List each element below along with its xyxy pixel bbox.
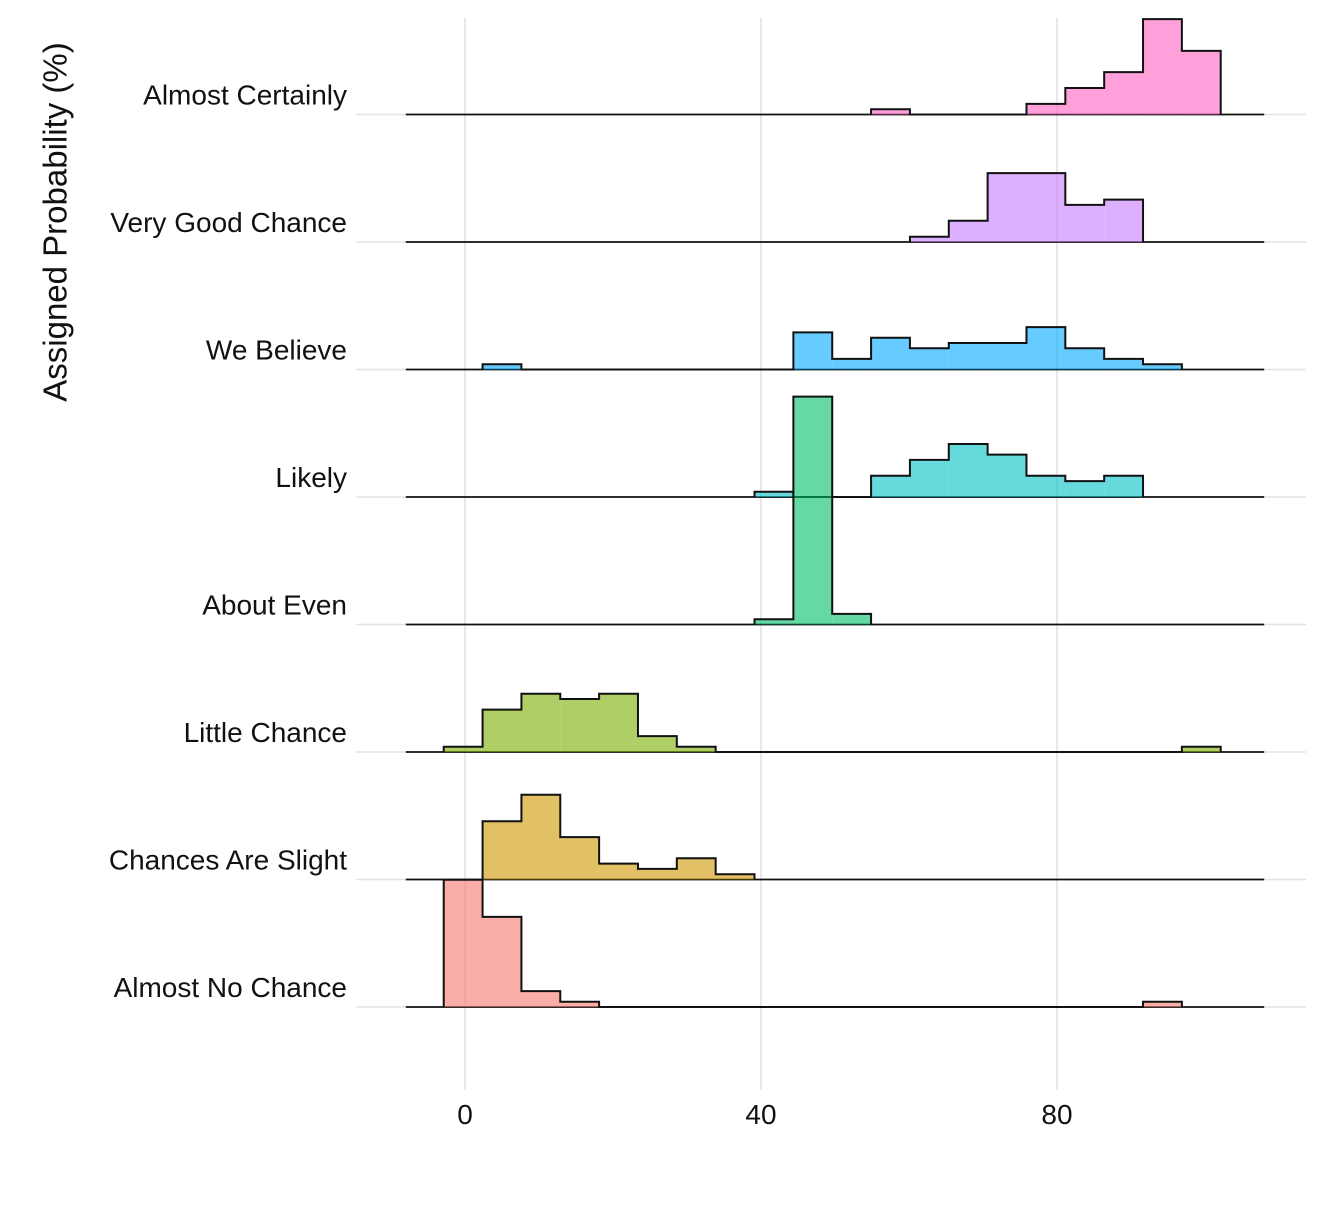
histogram-bar <box>909 348 949 370</box>
y-tick-label: Chances Are Slight <box>109 845 347 876</box>
histogram-bar <box>987 343 1027 370</box>
histogram-bar <box>1026 103 1066 115</box>
ridge-outline <box>753 395 873 625</box>
histogram-bar <box>1104 475 1144 497</box>
ridge-chances-are-slight <box>405 793 1265 881</box>
y-tick-label: We Believe <box>206 335 347 366</box>
histogram-bar <box>599 863 638 880</box>
y-tick-label: Almost No Chance <box>114 972 347 1003</box>
histogram-bar <box>871 109 910 115</box>
histogram-bar <box>637 868 677 880</box>
histogram-bar <box>1065 348 1105 370</box>
histogram-bar <box>560 1001 600 1007</box>
y-tick-label: Very Good Chance <box>110 207 347 238</box>
histogram-bar <box>1026 475 1066 497</box>
histogram-bar <box>987 173 1027 242</box>
histogram-bar <box>482 364 522 370</box>
histogram-bar <box>832 613 872 625</box>
ridge-outline <box>442 692 1222 753</box>
histogram-bar <box>1065 204 1105 242</box>
ridge-we-believe <box>405 326 1265 371</box>
ridge-outline <box>442 878 1183 1008</box>
histogram-bar <box>948 220 988 242</box>
histogram-bar <box>521 991 561 1007</box>
histogram-bar <box>1065 88 1105 115</box>
y-tick-label: Little Chance <box>184 717 347 748</box>
histogram-bar <box>443 879 483 1007</box>
histogram-bar <box>948 343 988 370</box>
histogram-bar <box>482 821 522 880</box>
ridge-little-chance <box>405 692 1265 753</box>
histogram-bar <box>1104 72 1144 115</box>
histogram-bar <box>871 475 910 497</box>
y-tick-label: About Even <box>202 590 347 621</box>
histogram-bar <box>637 736 677 752</box>
histogram-bar <box>482 916 522 1007</box>
histogram-bar <box>1104 358 1144 370</box>
ridgelines <box>405 18 1265 1008</box>
histogram-bar <box>754 619 794 625</box>
histogram-bar <box>832 358 872 370</box>
histogram-bar <box>793 332 833 370</box>
histogram-bar <box>482 709 522 752</box>
histogram-bar <box>521 693 561 752</box>
histogram-bar <box>987 454 1027 497</box>
histogram-bar <box>1104 199 1144 242</box>
ridge-very-good-chance <box>405 172 1265 243</box>
x-tick-label: 0 <box>457 1099 473 1130</box>
histogram-bar <box>1143 19 1182 115</box>
histogram-bar <box>909 236 949 242</box>
histogram-bar <box>1181 746 1221 752</box>
y-tick-labels: Almost No Chance Chances Are Slight Little… <box>109 80 347 1004</box>
histogram-bar <box>1143 364 1182 370</box>
histogram-bar <box>1143 1001 1182 1007</box>
ridge-about-even <box>405 395 1265 626</box>
ridge-outline <box>908 172 1145 242</box>
x-tick-label: 80 <box>1041 1099 1072 1130</box>
ridge-almost-certainly <box>405 18 1265 116</box>
histogram-bar <box>909 459 949 497</box>
histogram-bar <box>793 396 833 625</box>
histogram-bar <box>871 337 910 370</box>
histogram-bar <box>521 794 561 880</box>
ridge-outline <box>481 793 756 880</box>
ridge-almost-no-chance <box>405 878 1265 1008</box>
histogram-bar <box>676 858 716 880</box>
histogram-bar <box>560 699 600 752</box>
histogram-bar <box>443 746 483 752</box>
ridge-outline <box>481 326 1183 371</box>
histogram-bar <box>676 746 716 752</box>
histogram-bar <box>599 693 638 752</box>
histogram-bar <box>754 491 794 497</box>
histogram-bar <box>715 874 755 880</box>
ridge-outline <box>870 18 1222 116</box>
histogram-bar <box>560 837 600 880</box>
x-tick-label: 40 <box>745 1099 776 1130</box>
x-tick-labels: 0 40 80 <box>457 1099 1072 1130</box>
histogram-bar <box>948 444 988 497</box>
histogram-bar <box>1026 327 1066 370</box>
y-tick-label: Likely <box>275 462 347 493</box>
histogram-bar <box>1026 173 1066 242</box>
histogram-bar <box>1181 50 1221 115</box>
ridge-likely <box>405 443 1265 498</box>
histogram-bar <box>1065 481 1105 497</box>
y-tick-label: Almost Certainly <box>143 80 347 111</box>
y-axis-label: Assigned Probability (%) <box>37 42 74 402</box>
